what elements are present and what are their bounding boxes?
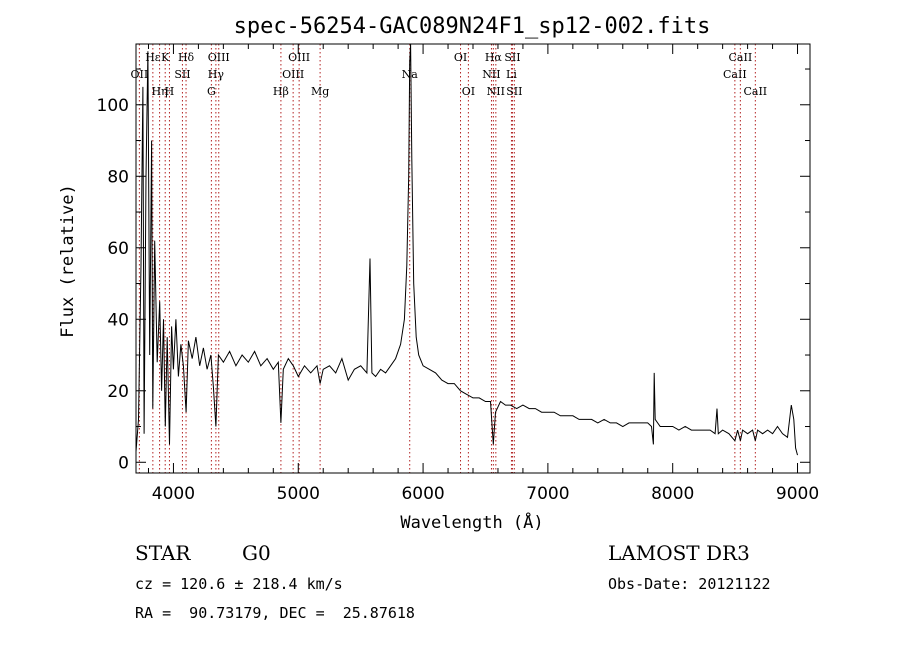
spectral-line-label: H [165,85,175,98]
x-tick-label: 4000 [152,484,195,504]
plot-frame [135,43,811,474]
spectrum-series [135,43,798,456]
y-tick-label: 100 [97,96,129,116]
subclass-label: G0 [242,541,271,565]
survey-label: LAMOST DR3 [608,541,750,565]
class-label: STAR [135,541,191,565]
spectral-line-label: SII [174,68,190,81]
y-axis: 0 20 40 60 80 100 [97,68,810,473]
x-tick-label: 6000 [401,484,444,504]
obs-date: Obs-Date: 20121122 [608,575,771,593]
spectral-line-label: SII [506,85,522,98]
spectral-line-label: OIII [208,51,230,64]
spectral-line-label: Li [506,68,517,81]
spectral-line-label: Hη [151,85,167,98]
y-tick-label: 40 [107,310,129,330]
spectral-line-label: OI [454,51,467,64]
spectral-line-label: NII [482,68,500,81]
cz-value: cz = 120.6 ± 218.4 km/s [135,575,343,593]
spectral-line-label: OII [131,68,149,81]
spectral-line-label: OIII [288,51,310,64]
chart-title: spec-56254-GAC089N24F1_sp12-002.fits [234,14,711,39]
spectral-line-label: SII [504,51,520,64]
spectral-line-label: CaII [729,51,753,64]
x-axis: 4000 5000 6000 7000 8000 9000 [147,44,819,504]
spectral-line-label: OI [462,85,475,98]
y-tick-label: 0 [118,453,129,473]
spectral-line-label: K [161,51,170,64]
spectral-line-label: Hβ [273,85,289,98]
spectral-line-label: CaII [743,85,767,98]
x-tick-label: 7000 [526,484,569,504]
x-tick-label: 5000 [277,484,320,504]
y-tick-label: 60 [107,239,129,259]
spectral-line-label: Hγ [208,68,225,81]
spectral-line-label: Hα [485,51,503,64]
spectral-line-label: Hδ [178,51,195,64]
y-tick-label: 80 [107,167,129,187]
y-tick-label: 20 [107,382,129,402]
x-tick-label: 9000 [776,484,819,504]
line-markers [138,44,756,473]
coordinates: RA = 90.73179, DEC = 25.87618 [135,604,415,622]
spectral-line-label: Hε [145,51,161,64]
spectral-line-label: Mg [311,85,329,98]
spectral-line-label: G [207,85,216,98]
spectral-line-label: CaII [723,68,747,81]
spectral-line-label: NII [487,85,505,98]
x-tick-label: 8000 [651,484,694,504]
x-axis-label: Wavelength (Å) [400,511,543,533]
y-axis-label: Flux (relative) [58,184,78,338]
spectral-line-label: OIII [282,68,304,81]
